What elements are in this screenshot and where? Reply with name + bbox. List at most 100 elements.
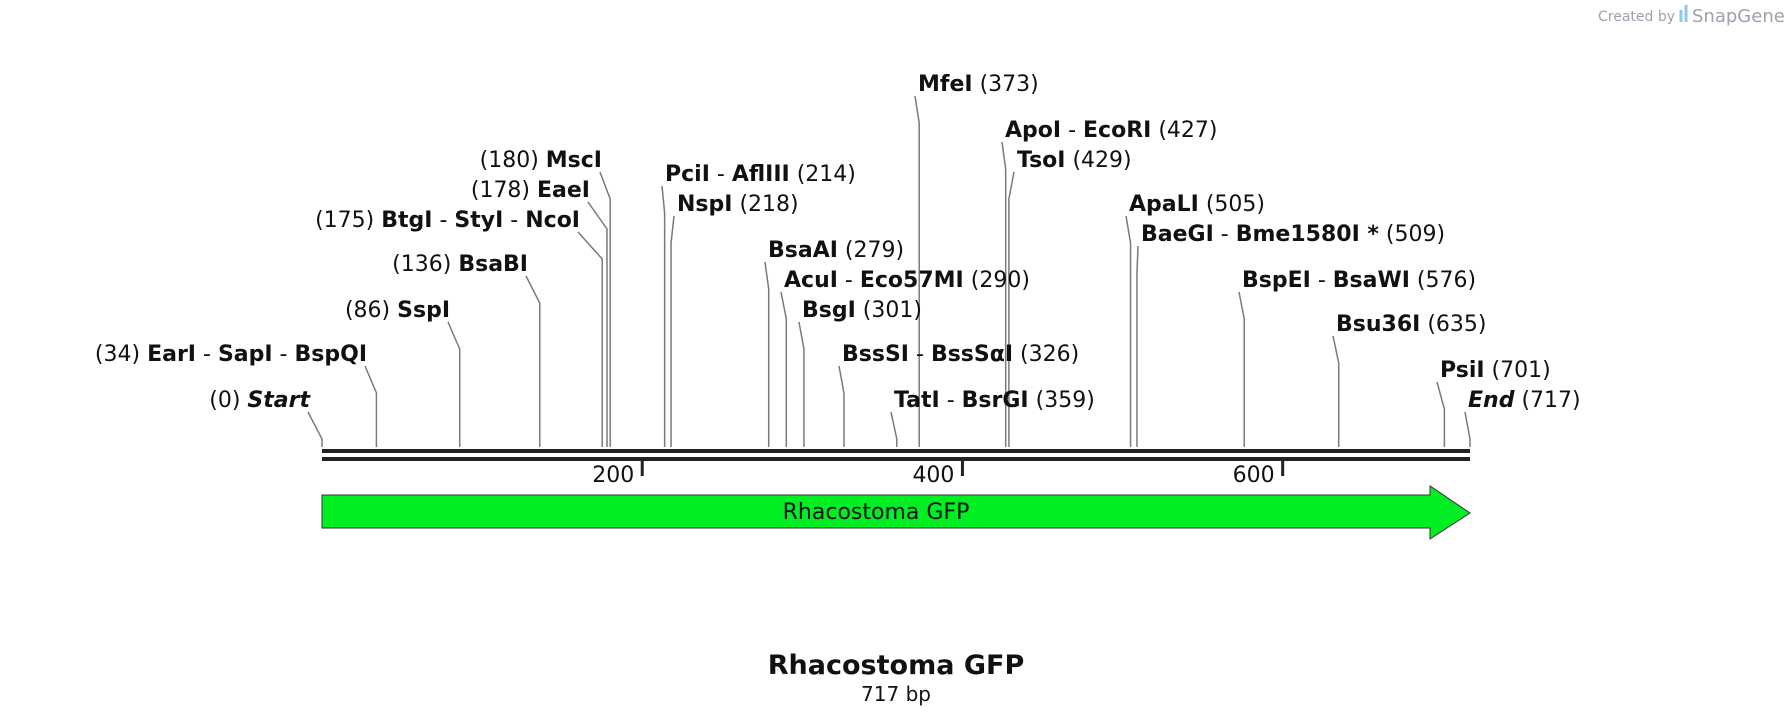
site-label: AcuI - Eco57MI (290): [784, 268, 1030, 293]
feature-label: Rhacostoma GFP: [783, 500, 970, 525]
site-btgi-styi-ncoi[interactable]: (175) BtgI - StyI - NcoI: [315, 208, 603, 447]
site-connector: [525, 275, 541, 447]
site-bspei-bsawi[interactable]: BspEI - BsaWI (576): [1238, 268, 1476, 447]
site-separator: -: [1214, 222, 1236, 247]
site-enzyme-name: BsgI: [802, 298, 856, 323]
map-title: Rhacostoma GFP: [768, 650, 1024, 681]
site-enzyme-name: Bsu36I: [1336, 312, 1420, 337]
site-mfei[interactable]: MfeI (373): [914, 72, 1039, 447]
site-bsssi-bsssi[interactable]: BssSI - BssSαI (326): [838, 342, 1079, 447]
site-position: (701): [1485, 358, 1551, 383]
site-apoi-ecori[interactable]: ApoI - EcoRI (427): [1001, 118, 1217, 447]
site-label: BaeGI - Bme1580I * (509): [1141, 222, 1445, 247]
site-bsu36i[interactable]: Bsu36I (635): [1332, 312, 1486, 447]
map-subtitle: 717 bp: [861, 682, 931, 706]
site-label: (34) EarI - SapI - BspQI: [95, 342, 367, 367]
site-enzyme-name: NcoI: [525, 208, 580, 233]
site-position: (34): [95, 342, 147, 367]
site-label: ApoI - EcoRI (427): [1005, 118, 1217, 143]
feature-arrow[interactable]: [321, 485, 1471, 540]
site-separator: -: [273, 342, 295, 367]
site-position: (0): [209, 388, 247, 413]
feature-rhacostoma-gfp[interactable]: Rhacostoma GFP: [321, 485, 1471, 540]
site-baegi-bme1580i[interactable]: BaeGI - Bme1580I * (509): [1136, 222, 1445, 447]
site-connector: [1332, 335, 1340, 447]
site-connector: [1238, 291, 1245, 447]
site-tati-bsrgi[interactable]: TatI - BsrGI (359): [890, 388, 1095, 447]
site-label: BsgI (301): [802, 298, 922, 323]
site-enzyme-name: BsaBI: [458, 252, 528, 277]
site-position: (175): [315, 208, 381, 233]
credit-prefix-text: Created by: [1598, 9, 1675, 25]
site-position: (290): [964, 268, 1030, 293]
site-separator: -: [503, 208, 525, 233]
credit-brand-text: SnapGene: [1692, 6, 1785, 27]
site-connector: [838, 365, 845, 447]
site-connector: [798, 321, 805, 447]
site-end[interactable]: End (717): [1464, 388, 1581, 447]
site-label: (0) Start: [209, 388, 311, 413]
site-position: (359): [1029, 388, 1095, 413]
site-position: (373): [973, 72, 1039, 97]
site-connector: [1008, 171, 1015, 447]
site-position: (576): [1410, 268, 1476, 293]
site-separator: -: [1311, 268, 1333, 293]
site-enzyme-name: NspI: [677, 192, 732, 217]
site-enzyme-name: BsrGI: [962, 388, 1029, 413]
snapgene-logo-icon: [1679, 5, 1688, 22]
site-enzyme-name: BspQI: [295, 342, 368, 367]
site-label: BspEI - BsaWI (576): [1242, 268, 1476, 293]
site-position: (214): [790, 162, 856, 187]
site-label: (136) BsaBI: [392, 252, 528, 277]
site-enzyme-name: PciI: [665, 162, 710, 187]
site-connector: [1464, 411, 1471, 447]
site-enzyme-name: ApoI: [1005, 118, 1061, 143]
site-bsabi[interactable]: (136) BsaBI: [392, 252, 541, 447]
site-connector: [1125, 215, 1132, 447]
site-enzyme-name: Start: [247, 388, 311, 413]
site-bsgi[interactable]: BsgI (301): [798, 298, 922, 447]
site-position: (86): [345, 298, 397, 323]
site-label: MfeI (373): [918, 72, 1039, 97]
site-label: (178) EaeI: [471, 178, 590, 203]
site-msci[interactable]: (180) MscI: [480, 148, 611, 447]
site-enzyme-name: PsiI: [1440, 358, 1485, 383]
site-enzyme-name: BaeGI: [1141, 222, 1214, 247]
site-connector: [764, 261, 770, 447]
site-enzyme-name: MfeI: [918, 72, 973, 97]
site-connector: [577, 231, 603, 447]
site-label: Bsu36I (635): [1336, 312, 1486, 337]
site-position: (505): [1199, 192, 1265, 217]
site-apali[interactable]: ApaLI (505): [1125, 192, 1265, 447]
site-position: (180): [480, 148, 546, 173]
ruler-ticks: 200 400 600: [592, 461, 1285, 488]
site-label: PsiI (701): [1440, 358, 1551, 383]
site-nspi[interactable]: NspI (218): [670, 192, 799, 447]
tick-label-600: 600: [1233, 463, 1275, 488]
site-separator: -: [1061, 118, 1083, 143]
site-start[interactable]: (0) Start: [209, 388, 323, 447]
site-connector: [1001, 141, 1007, 447]
site-enzyme-name: BssSI: [842, 342, 909, 367]
site-psii[interactable]: PsiI (701): [1436, 358, 1551, 447]
site-label: (86) SspI: [345, 298, 450, 323]
site-eari-sapi-bspqi[interactable]: (34) EarI - SapI - BspQI: [95, 342, 378, 447]
site-sspi[interactable]: (86) SspI: [345, 298, 461, 447]
site-bsaai[interactable]: BsaAI (279): [764, 238, 904, 447]
site-position: (178): [471, 178, 537, 203]
site-position: (136): [392, 252, 458, 277]
site-label: BsaAI (279): [768, 238, 904, 263]
tick-label-200: 200: [592, 463, 634, 488]
site-enzyme-name: TsoI: [1017, 148, 1065, 173]
site-label: NspI (218): [677, 192, 799, 217]
site-enzyme-name: BsaAI: [768, 238, 838, 263]
site-tsoi[interactable]: TsoI (429): [1008, 148, 1132, 447]
site-pcii-afliii[interactable]: PciI - AflIII (214): [661, 162, 856, 447]
site-acui-eco57mi[interactable]: AcuI - Eco57MI (290): [780, 268, 1030, 447]
site-enzyme-name: AflIII: [732, 162, 790, 187]
site-eaei[interactable]: (178) EaeI: [471, 178, 608, 447]
restriction-sites: MfeI (373) ApoI - EcoRI (427) TsoI (429) (1…: [95, 72, 1581, 447]
site-enzyme-name: EarI: [147, 342, 196, 367]
site-enzyme-name: SapI: [218, 342, 273, 367]
